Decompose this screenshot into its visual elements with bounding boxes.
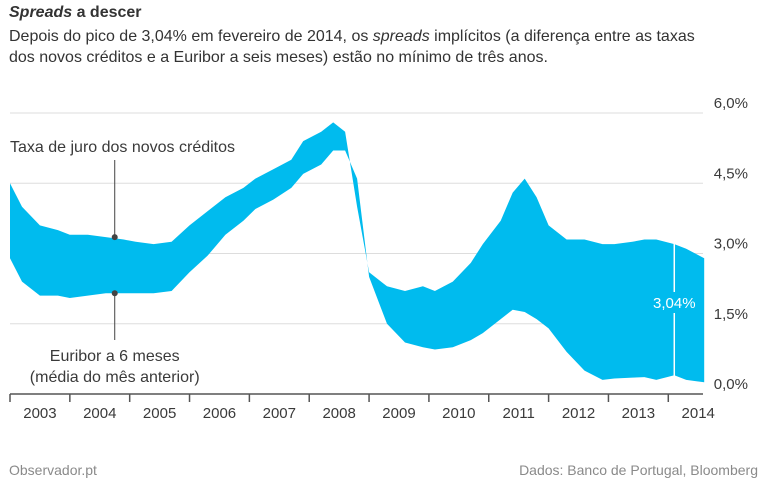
x-tick-label: 2014 (682, 405, 715, 422)
subtitle-part2: implícitos (a diferença entre as taxas d… (9, 28, 695, 66)
title-emphasis: Spreads (9, 4, 73, 21)
footer-source-right: Dados: Banco de Portugal, Bloomberg (519, 462, 758, 478)
x-tick-label: 2007 (263, 405, 296, 422)
annotations: Taxa de juro dos novos créditos Euribor a… (10, 139, 696, 386)
x-tick-label: 2006 (203, 405, 236, 422)
x-tick-label: 2005 (143, 405, 176, 422)
title-rest: a descer (72, 4, 142, 21)
chart-subtitle: Depois do pico de 3,04% em fevereiro de … (9, 26, 709, 68)
y-tick-label: 6,0% (714, 95, 748, 112)
y-tick-labels: 0,0% 1,5% 3,0% 4,5% 6,0% (714, 95, 748, 393)
subtitle-part1: Depois do pico de 3,04% em fevereiro de … (9, 28, 373, 45)
y-tick-label: 3,0% (714, 236, 748, 253)
spread-value-label: 3,04% (653, 295, 696, 312)
x-tick-label: 2013 (622, 405, 655, 422)
lower-series-label-line1: Euribor a 6 meses (50, 348, 180, 365)
x-tick-label: 2011 (503, 405, 535, 422)
lower-leader-dot (111, 290, 118, 297)
y-tick-label: 1,5% (714, 306, 748, 323)
upper-leader-dot (111, 234, 118, 241)
x-tick-label: 2003 (23, 405, 56, 422)
x-tick-label: 2012 (562, 405, 595, 422)
y-tick-label: 0,0% (714, 376, 748, 393)
y-tick-label: 4,5% (714, 165, 748, 182)
x-tick-label: 2004 (83, 405, 116, 422)
x-tick-label: 2010 (442, 405, 475, 422)
upper-series-label: Taxa de juro dos novos créditos (10, 139, 235, 156)
subtitle-emphasis: spreads (372, 28, 430, 45)
chart-title: Spreads a descer (9, 4, 142, 22)
lower-series-label-line2: (média do mês anterior) (30, 369, 200, 386)
spread-band (10, 122, 705, 383)
x-axis: 2003 2004 2005 2006 2007 2008 2009 2010 2011 2012… (9, 393, 715, 422)
footer-source-left: Observador.pt (9, 462, 97, 478)
x-tick-label: 2009 (382, 405, 415, 422)
x-tick-label: 2008 (322, 405, 355, 422)
